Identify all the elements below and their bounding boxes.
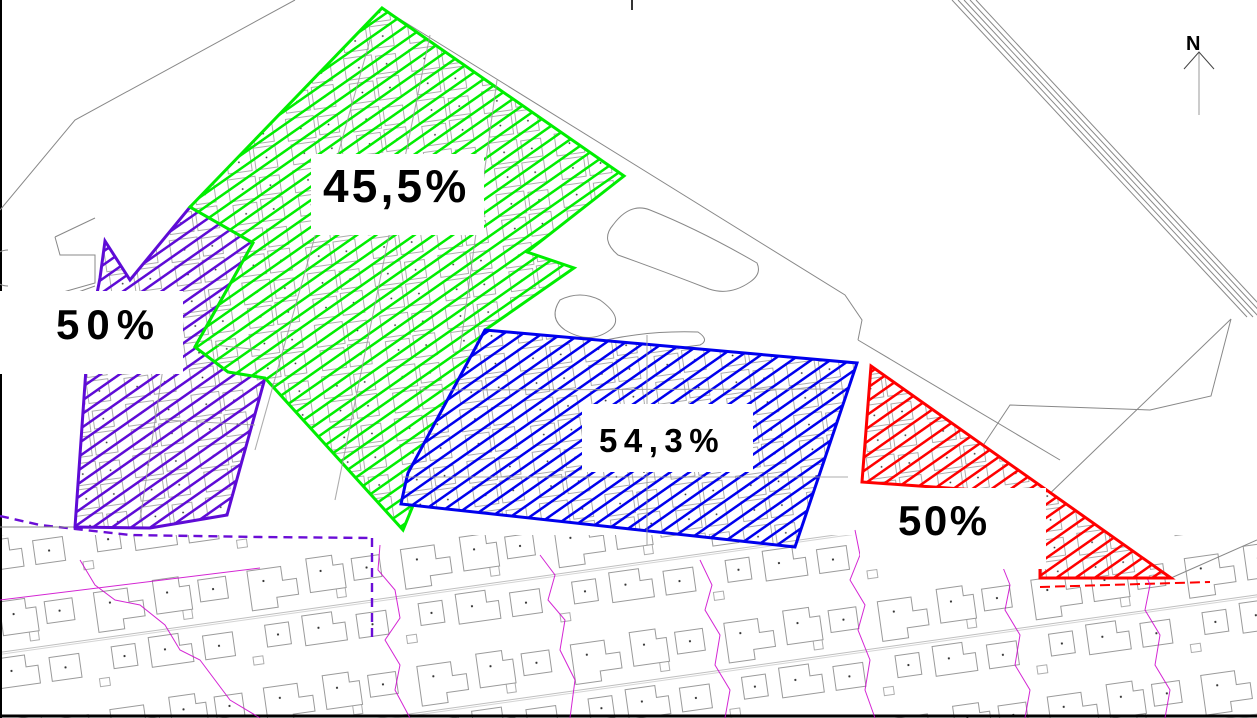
svg-text:45,5%: 45,5% [323, 160, 469, 212]
svg-text:50%: 50% [898, 497, 990, 544]
svg-text:N: N [1186, 33, 1200, 55]
svg-text:54,3%: 54,3% [599, 422, 725, 459]
svg-text:50%: 50% [56, 301, 161, 348]
